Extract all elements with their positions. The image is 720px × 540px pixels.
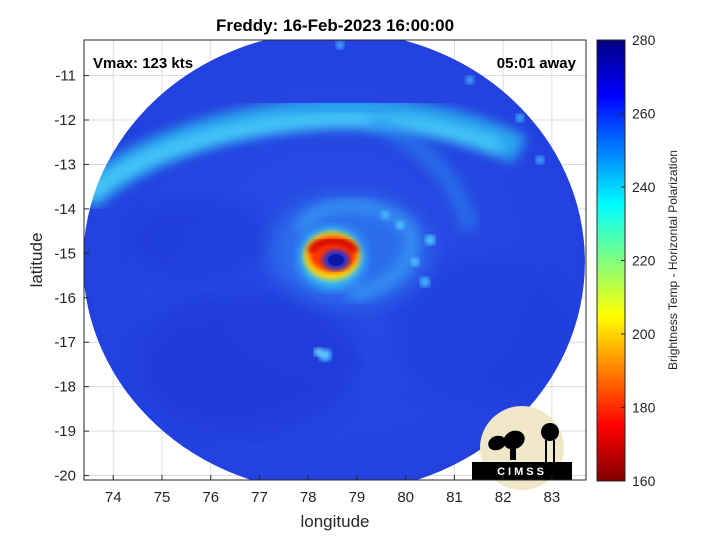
y-axis: -11 -12 -13 -14 -15 -16 -17 -18 -19 -20: [54, 68, 89, 485]
logo-text: CIMSS: [497, 466, 547, 478]
x-tick-label: 79: [349, 489, 366, 506]
colorbar-tick-label: 220: [632, 253, 656, 269]
plot-area: CIMSS Vmax: 123 kts 05:01 away: [83, 39, 587, 490]
x-tick-label: 83: [544, 489, 561, 506]
vmax-label: Vmax: 123 kts: [93, 55, 193, 72]
chart-title: Freddy: 16-Feb-2023 16:00:00: [216, 16, 454, 35]
x-tick-label: 78: [300, 489, 317, 506]
y-tick-label: -13: [54, 156, 76, 173]
y-tick-label: -14: [54, 201, 76, 218]
y-tick-label: -15: [54, 245, 76, 262]
y-tick-label: -20: [54, 468, 76, 485]
colorbar-scale: [597, 40, 625, 481]
colorbar-tick-label: 260: [632, 106, 656, 122]
colorbar-tick-label: 160: [632, 473, 656, 489]
y-tick-label: -17: [54, 334, 76, 351]
y-tick-label: -16: [54, 290, 76, 307]
x-tick-label: 75: [154, 489, 171, 506]
brightness-temperature-field: [84, 40, 585, 480]
colorbar-tick-label: 280: [632, 32, 656, 48]
x-axis: 74 75 76 77 78 79 80 81 82 83: [105, 475, 560, 506]
y-tick-label: -11: [55, 68, 76, 85]
colorbar-tick-label: 200: [632, 326, 656, 342]
x-tick-label: 81: [446, 489, 463, 506]
y-axis-label: latitude: [27, 233, 46, 288]
satellite-dish-watertower-icon: [488, 423, 559, 462]
colorbar: 280 260 240 220 200 180 160 Brightness Temp - …: [596, 32, 680, 489]
y-tick-label: -18: [54, 379, 76, 396]
y-tick-label: -12: [54, 112, 76, 129]
x-tick-label: 77: [251, 489, 268, 506]
colorbar-tick-label: 240: [632, 179, 656, 195]
cimss-logo: CIMSS: [472, 406, 572, 490]
colorbar-tick-label: 180: [632, 400, 656, 416]
axes-frame: [83, 39, 587, 481]
time-away-label: 05:01 away: [497, 55, 577, 72]
x-tick-label: 74: [105, 489, 122, 506]
x-tick-label: 80: [397, 489, 414, 506]
x-tick-label: 82: [495, 489, 512, 506]
y-tick-label: -19: [54, 423, 76, 440]
colorbar-label: Brightness Temp - Horizontal Polarizatio…: [666, 150, 680, 370]
x-axis-label: longitude: [300, 512, 369, 531]
colorbar-ticks: 280 260 240 220 200 180 160: [621, 32, 656, 489]
x-tick-label: 76: [202, 489, 219, 506]
